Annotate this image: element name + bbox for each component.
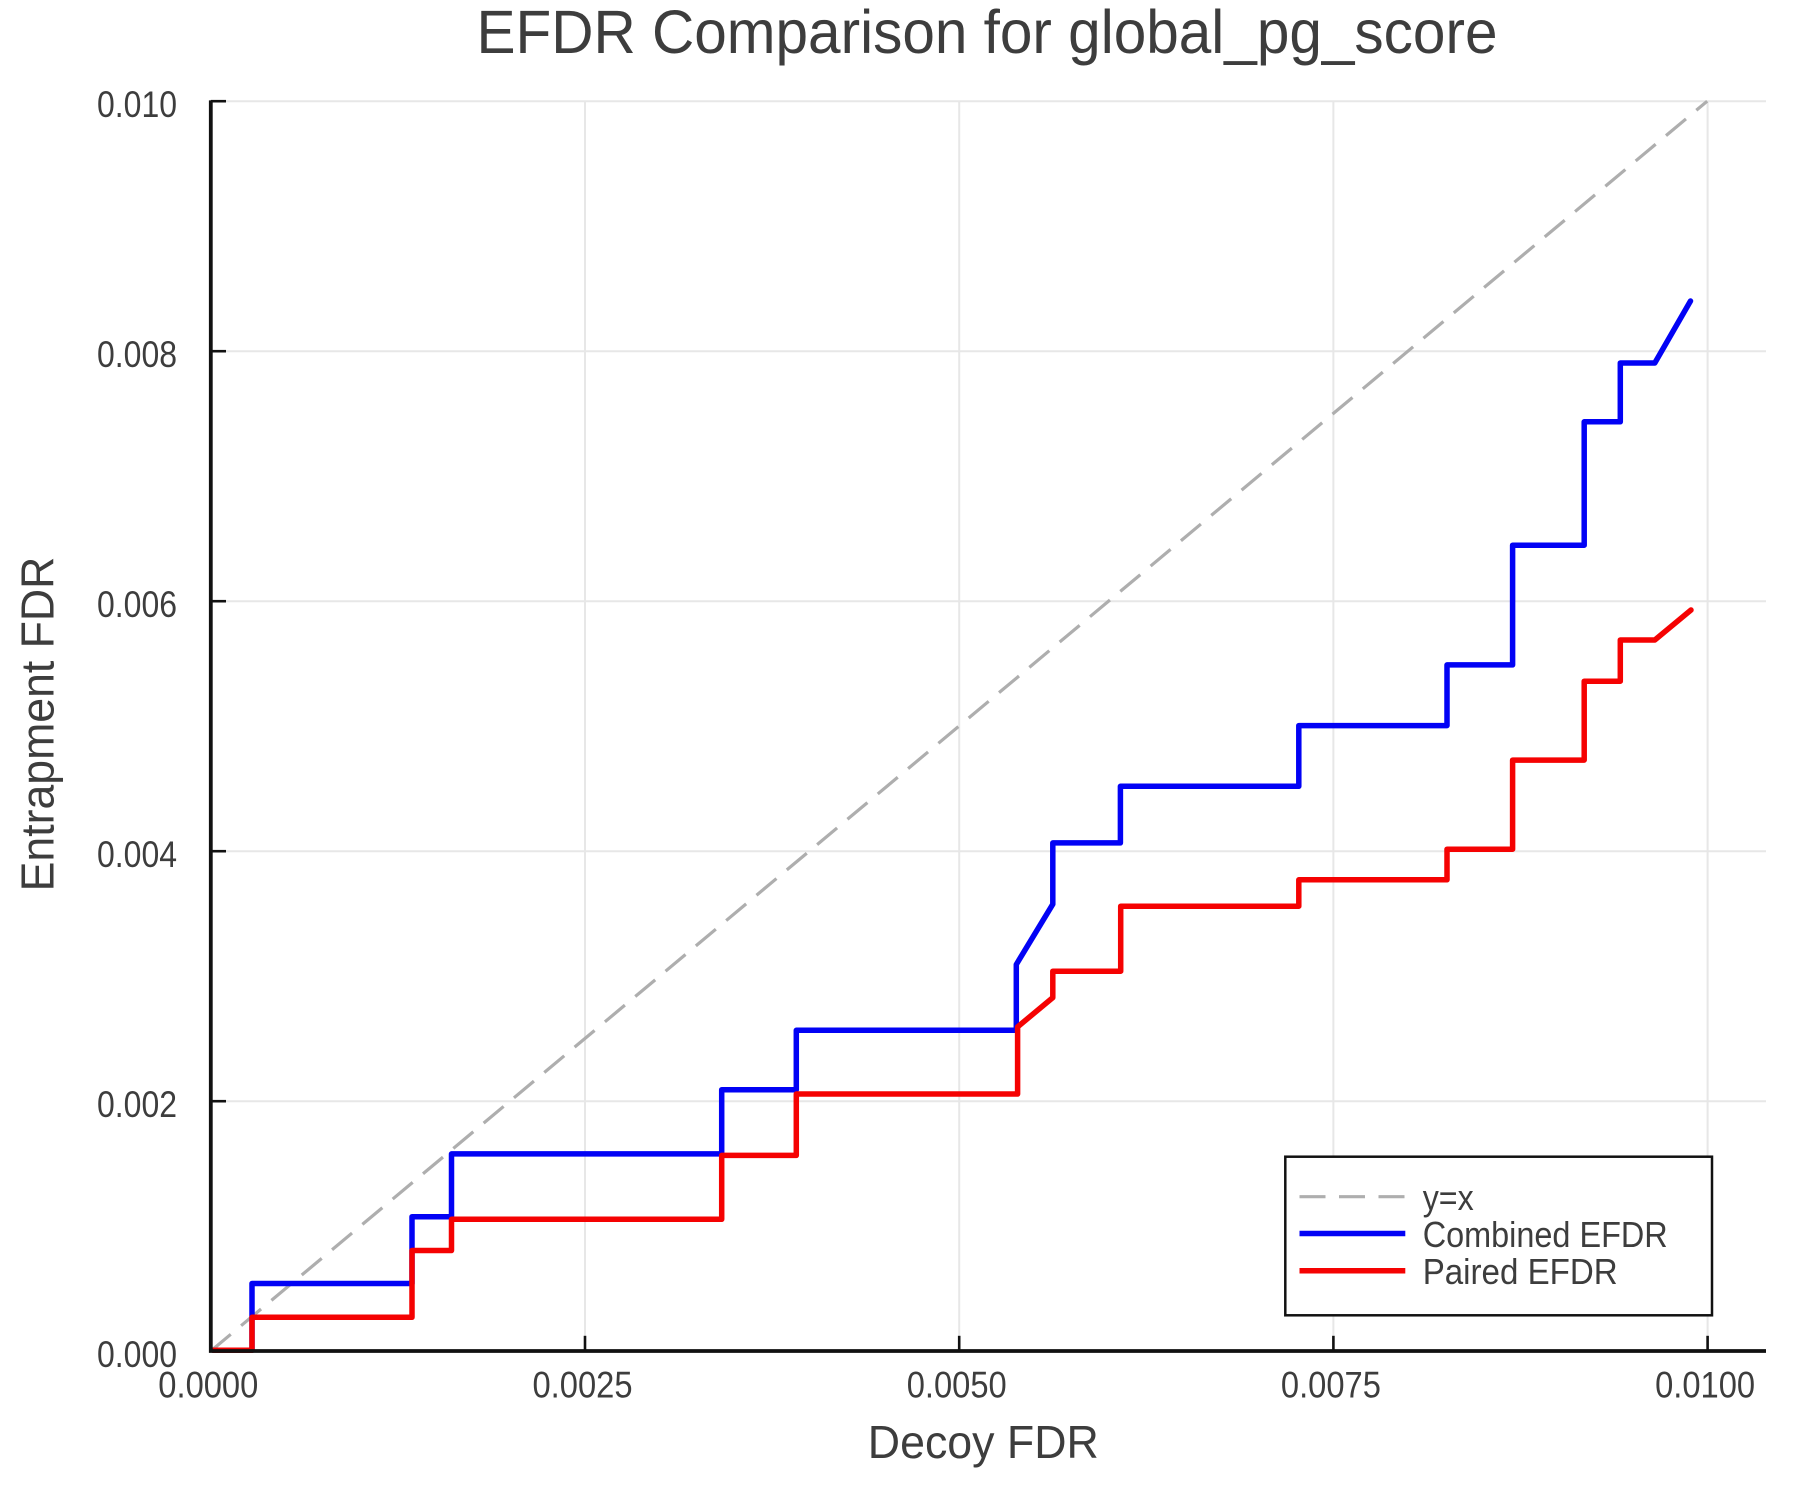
svg-text:Decoy FDR: Decoy FDR (868, 1416, 1099, 1468)
svg-text:0.010: 0.010 (97, 84, 177, 125)
svg-text:y=x: y=x (1423, 1177, 1474, 1218)
svg-text:0.0025: 0.0025 (533, 1365, 633, 1406)
svg-text:0.0100: 0.0100 (1655, 1365, 1755, 1406)
svg-text:Paired EFDR: Paired EFDR (1423, 1251, 1618, 1292)
svg-text:EFDR Comparison for global_pg_: EFDR Comparison for global_pg_score (477, 0, 1498, 66)
svg-text:0.008: 0.008 (97, 334, 177, 375)
svg-text:0.0000: 0.0000 (158, 1365, 258, 1406)
svg-text:Combined EFDR: Combined EFDR (1423, 1214, 1668, 1255)
svg-text:0.004: 0.004 (97, 834, 177, 875)
svg-text:0.000: 0.000 (97, 1334, 177, 1375)
svg-text:Entrapment FDR: Entrapment FDR (12, 557, 64, 892)
svg-text:0.0050: 0.0050 (907, 1365, 1007, 1406)
svg-text:0.006: 0.006 (97, 584, 177, 625)
svg-text:0.002: 0.002 (97, 1084, 177, 1125)
svg-text:0.0075: 0.0075 (1281, 1365, 1381, 1406)
